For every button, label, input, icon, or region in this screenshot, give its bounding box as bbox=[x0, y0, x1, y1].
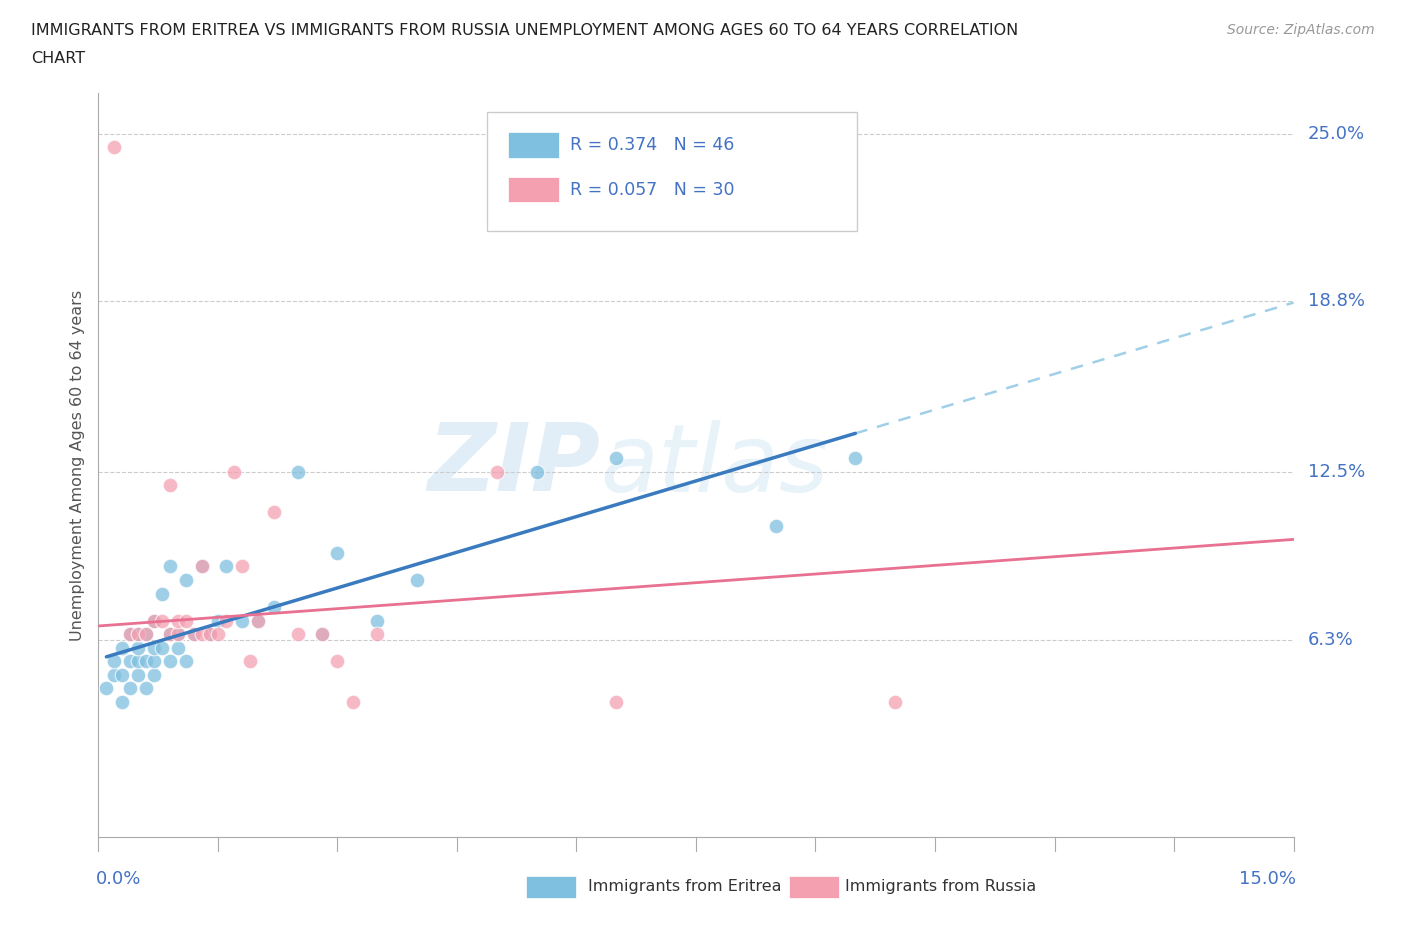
Point bbox=[311, 627, 333, 642]
Point bbox=[167, 613, 190, 628]
Text: Immigrants from Eritrea: Immigrants from Eritrea bbox=[589, 880, 782, 895]
Point bbox=[135, 627, 157, 642]
Point bbox=[150, 586, 173, 601]
Point bbox=[111, 640, 134, 655]
Point bbox=[884, 695, 907, 710]
Y-axis label: Unemployment Among Ages 60 to 64 years: Unemployment Among Ages 60 to 64 years bbox=[69, 289, 84, 641]
Text: 15.0%: 15.0% bbox=[1239, 870, 1296, 888]
Point bbox=[207, 627, 229, 642]
Point bbox=[135, 627, 157, 642]
Text: 25.0%: 25.0% bbox=[1308, 125, 1365, 142]
Point bbox=[239, 654, 262, 669]
Point bbox=[127, 654, 149, 669]
Point bbox=[263, 505, 285, 520]
Point bbox=[605, 695, 627, 710]
Text: ZIP: ZIP bbox=[427, 419, 600, 511]
Point bbox=[207, 613, 229, 628]
Point bbox=[231, 559, 253, 574]
Text: 12.5%: 12.5% bbox=[1308, 463, 1365, 481]
Point bbox=[103, 654, 125, 669]
Point bbox=[326, 546, 349, 561]
FancyBboxPatch shape bbox=[486, 112, 858, 231]
Point bbox=[287, 464, 309, 479]
Point bbox=[127, 640, 149, 655]
Point bbox=[135, 681, 157, 696]
Point bbox=[174, 573, 197, 588]
Point bbox=[174, 654, 197, 669]
Point bbox=[96, 681, 118, 696]
Point bbox=[215, 559, 238, 574]
Point bbox=[127, 627, 149, 642]
Text: R = 0.374   N = 46: R = 0.374 N = 46 bbox=[571, 136, 735, 154]
Text: R = 0.057   N = 30: R = 0.057 N = 30 bbox=[571, 180, 735, 199]
Point bbox=[406, 573, 429, 588]
Point bbox=[263, 600, 285, 615]
Point bbox=[127, 667, 149, 682]
FancyBboxPatch shape bbox=[526, 876, 576, 898]
Point bbox=[198, 627, 221, 642]
Point bbox=[159, 654, 181, 669]
Point bbox=[191, 559, 214, 574]
Point bbox=[326, 654, 349, 669]
Point bbox=[159, 627, 181, 642]
Point bbox=[183, 627, 205, 642]
Point bbox=[127, 627, 149, 642]
Point bbox=[191, 559, 214, 574]
Point bbox=[111, 667, 134, 682]
Point bbox=[167, 640, 190, 655]
Text: CHART: CHART bbox=[31, 51, 84, 66]
Point bbox=[526, 464, 548, 479]
Point bbox=[120, 654, 142, 669]
Point bbox=[167, 627, 190, 642]
Text: 6.3%: 6.3% bbox=[1308, 631, 1354, 648]
Text: atlas: atlas bbox=[600, 419, 828, 511]
Point bbox=[191, 627, 214, 642]
Point bbox=[231, 613, 253, 628]
Point bbox=[222, 464, 245, 479]
Point bbox=[246, 613, 269, 628]
Point bbox=[111, 695, 134, 710]
Text: IMMIGRANTS FROM ERITREA VS IMMIGRANTS FROM RUSSIA UNEMPLOYMENT AMONG AGES 60 TO : IMMIGRANTS FROM ERITREA VS IMMIGRANTS FR… bbox=[31, 23, 1018, 38]
Point bbox=[485, 464, 508, 479]
Point bbox=[183, 627, 205, 642]
Point bbox=[120, 627, 142, 642]
Text: Immigrants from Russia: Immigrants from Russia bbox=[845, 880, 1036, 895]
Point bbox=[159, 478, 181, 493]
Text: Source: ZipAtlas.com: Source: ZipAtlas.com bbox=[1227, 23, 1375, 37]
Point bbox=[159, 559, 181, 574]
Point bbox=[287, 627, 309, 642]
Point bbox=[150, 613, 173, 628]
Point bbox=[150, 640, 173, 655]
Point bbox=[844, 451, 866, 466]
Point bbox=[143, 613, 166, 628]
Point bbox=[143, 613, 166, 628]
Point bbox=[143, 640, 166, 655]
Point bbox=[174, 613, 197, 628]
Point bbox=[342, 695, 364, 710]
Point bbox=[120, 681, 142, 696]
FancyBboxPatch shape bbox=[789, 876, 839, 898]
Point bbox=[366, 627, 388, 642]
Point bbox=[143, 654, 166, 669]
Point bbox=[605, 451, 627, 466]
Point bbox=[120, 627, 142, 642]
Point bbox=[765, 518, 787, 533]
FancyBboxPatch shape bbox=[509, 132, 558, 158]
Text: 18.8%: 18.8% bbox=[1308, 292, 1365, 311]
Point bbox=[103, 667, 125, 682]
Point bbox=[167, 627, 190, 642]
Point bbox=[159, 627, 181, 642]
FancyBboxPatch shape bbox=[509, 177, 558, 203]
Point bbox=[103, 140, 125, 154]
Text: 0.0%: 0.0% bbox=[96, 870, 142, 888]
Point bbox=[135, 654, 157, 669]
Point bbox=[311, 627, 333, 642]
Point bbox=[246, 613, 269, 628]
Point bbox=[215, 613, 238, 628]
Point bbox=[198, 627, 221, 642]
Point bbox=[143, 667, 166, 682]
Point bbox=[366, 613, 388, 628]
